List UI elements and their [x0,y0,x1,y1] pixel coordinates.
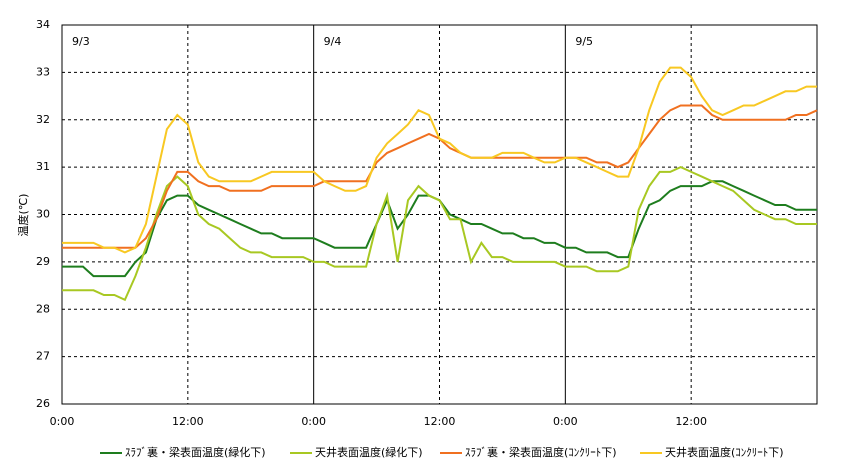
legend-label: ｽﾗﾌﾞ裏・梁表面温度(緑化下) [125,445,266,459]
y-axis-label: 温度(℃) [16,194,30,237]
y-tick-label: 30 [36,208,50,221]
y-tick-label: 27 [36,350,50,363]
legend-label: 天井表面温度(緑化下) [315,445,423,459]
y-tick-label: 28 [36,302,50,315]
y-tick-label: 31 [36,160,50,173]
legend-label: 天井表面温度(ｺﾝｸﾘｰﾄ下) [665,445,784,459]
series-line [62,166,817,302]
x-tick-label: 12:00 [675,415,707,428]
y-tick-label: 34 [36,18,50,31]
annotation: 9/4 [324,35,342,48]
y-tick-label: 33 [36,65,50,78]
y-tick-label: 26 [36,397,50,410]
x-tick-label: 0:00 [301,415,326,428]
series-line [62,66,817,254]
annotation: 9/5 [575,35,593,48]
annotation: 9/3 [72,35,90,48]
x-tick-label: 0:00 [50,415,75,428]
legend-label: ｽﾗﾌﾞ裏・梁表面温度(ｺﾝｸﾘｰﾄ下) [465,445,617,459]
plot-border [61,24,818,405]
x-tick-label: 12:00 [172,415,204,428]
x-tick-label: 12:00 [424,415,456,428]
x-tick-label: 0:00 [553,415,578,428]
y-tick-label: 29 [36,255,50,268]
y-tick-label: 32 [36,113,50,126]
